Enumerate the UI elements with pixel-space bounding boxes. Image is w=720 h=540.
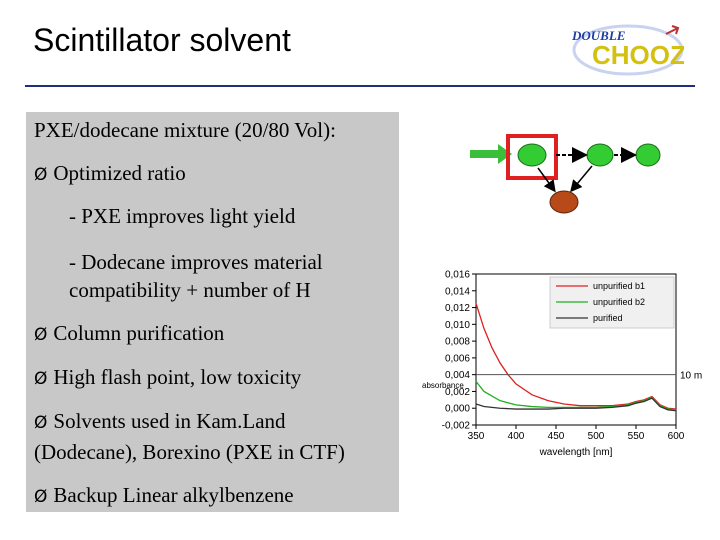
y-tick-label: 0,004 — [445, 370, 470, 381]
series-line-1 — [475, 303, 677, 410]
series-line-3 — [475, 397, 677, 412]
x-tick-label: 550 — [628, 431, 645, 442]
x-tick-label: 600 — [668, 431, 685, 442]
logo-text-top: DOUBLE — [571, 28, 626, 43]
text-line-4: - Dodecane improves material — [69, 250, 323, 274]
legend-label-b2: unpurified b2 — [593, 297, 645, 307]
bullet-arrow-icon: Ø — [34, 413, 48, 433]
x-tick-label: 350 — [468, 431, 485, 442]
x-tick-label: 450 — [548, 431, 565, 442]
y-tick-label: 0,016 — [445, 270, 470, 281]
flow-arrow-4 — [570, 165, 593, 193]
flow-node-2 — [586, 143, 614, 167]
text-line-8: Ø Solvents used in Kam.Land — [34, 409, 286, 433]
double-chooz-logo: DOUBLE CHOOZ — [571, 24, 684, 76]
selected-stage-box — [506, 134, 558, 180]
text-line-5: compatibility + number of H — [69, 278, 311, 302]
legend-label-purified: purified — [593, 313, 623, 323]
flow-node-1 — [517, 143, 547, 167]
flow-arrow-3 — [537, 167, 556, 193]
absorbance-chart: 0,016 0,014 0,012 0,010 0,008 0,006 0,004 0,002… — [422, 270, 702, 459]
y-tick-label: 0,000 — [445, 404, 470, 415]
bullet-arrow-icon: Ø — [34, 325, 48, 345]
title-underline — [25, 85, 695, 87]
text-line-9: (Dodecane), Borexino (PXE in CTF) — [34, 440, 345, 464]
logo-text-bottom: CHOOZ — [592, 40, 684, 70]
bullet-arrow-icon: Ø — [34, 487, 48, 507]
y-axis-label-marker: absorbance — [422, 381, 464, 390]
x-axis-label: wavelength [nm] — [539, 447, 613, 458]
y-tick-label: 0,010 — [445, 320, 470, 331]
chart-legend: unpurified b1 unpurified b2 purified — [549, 276, 675, 329]
text-line-1: PXE/dodecane mixture (20/80 Vol): — [34, 118, 336, 142]
input-arrow — [470, 144, 512, 164]
text-line-6: Ø Column purification — [34, 321, 225, 345]
slide-title: Scintillator solvent — [33, 22, 291, 58]
bullet-arrow-icon: Ø — [34, 165, 48, 185]
text-line-10: Ø Backup Linear alkylbenzene — [34, 483, 294, 507]
plot-frame — [475, 273, 677, 426]
y-tick-label: -0,002 — [442, 421, 471, 432]
y-tick-label: 0,014 — [445, 286, 470, 297]
y-tick-label: 0,008 — [445, 337, 470, 348]
purification-flow-diagram — [470, 134, 661, 214]
bullet-arrow-icon: Ø — [34, 369, 48, 389]
text-line-3: - PXE improves light yield — [69, 204, 296, 228]
y-tick-label: 0,002 — [445, 387, 470, 398]
bullet-text-box: PXE/dodecane mixture (20/80 Vol): Ø Optim… — [26, 112, 399, 512]
legend-label-b1: unpurified b1 — [593, 281, 645, 291]
x-tick-label: 400 — [508, 431, 525, 442]
reference-line-label: 10 m — [680, 371, 702, 382]
flow-node-3 — [635, 143, 661, 167]
flow-output-node — [549, 190, 579, 214]
text-line-2: Ø Optimized ratio — [34, 161, 186, 185]
x-tick-label: 500 — [588, 431, 605, 442]
y-tick-label: 0,006 — [445, 353, 470, 364]
y-tick-label: 0,012 — [445, 303, 470, 314]
text-line-7: Ø High flash point, low toxicity — [34, 365, 302, 389]
